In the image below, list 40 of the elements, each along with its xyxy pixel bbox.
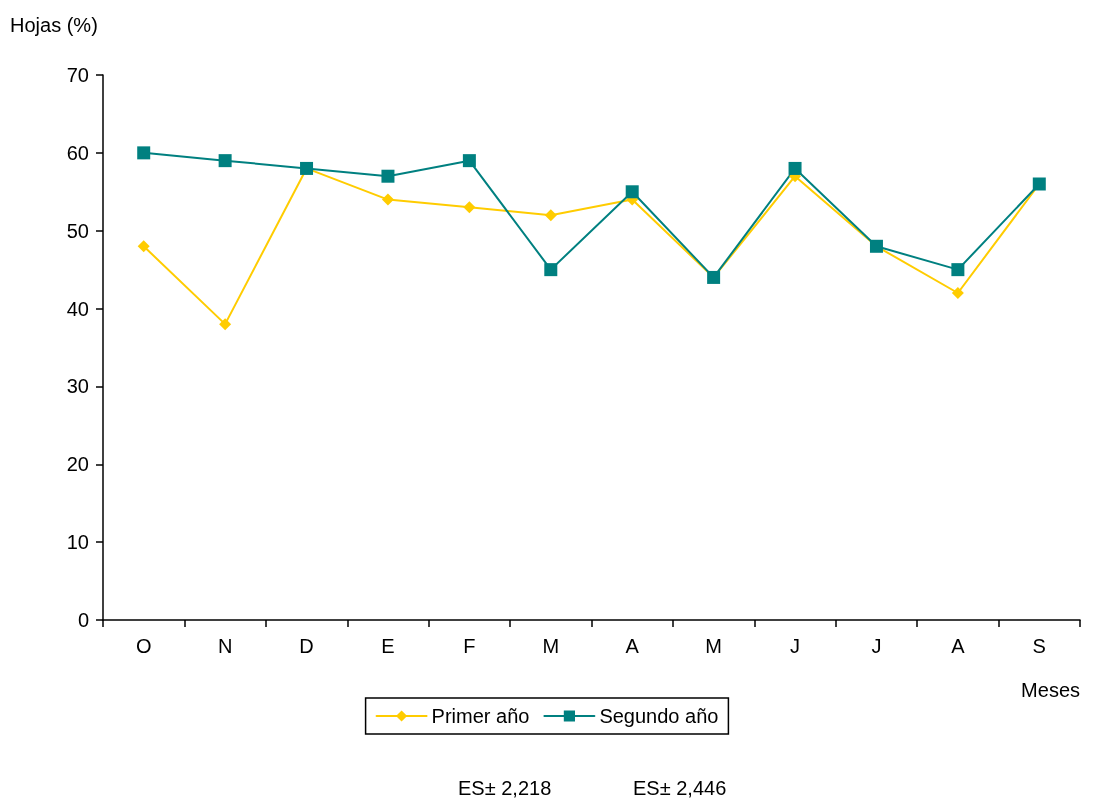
point xyxy=(625,185,639,199)
x-tick-label: M xyxy=(705,635,722,657)
y-tick-label: 30 xyxy=(66,375,89,398)
point xyxy=(219,318,232,331)
legend-label: Primer año xyxy=(431,705,530,727)
y-tick-label: 50 xyxy=(66,219,89,242)
y-tick-label: 20 xyxy=(66,453,89,476)
text: ES± 2,446 xyxy=(633,777,727,799)
y-tick-label: 0 xyxy=(77,609,89,631)
point xyxy=(544,263,558,277)
point xyxy=(951,287,964,299)
x-tick-label: A xyxy=(951,635,966,657)
x-tick-label: S xyxy=(1032,635,1046,657)
y-tick-label: 40 xyxy=(66,297,89,320)
y-tick-label: 10 xyxy=(66,531,89,554)
point xyxy=(137,240,150,253)
point xyxy=(788,161,802,175)
point xyxy=(951,263,965,277)
x-tick-label: M xyxy=(542,635,560,657)
x-tick-label: J xyxy=(871,635,882,657)
point xyxy=(544,209,557,222)
point xyxy=(218,154,232,168)
x-tick-label: J xyxy=(790,635,801,657)
x-tick-label: O xyxy=(135,635,152,657)
x-tick-label: F xyxy=(463,635,476,657)
legend-label: Segundo año xyxy=(599,705,719,727)
x-axis-title: Meses xyxy=(1021,679,1080,701)
x-tick-label: N xyxy=(217,635,233,657)
point xyxy=(381,193,394,206)
x-tick-label: A xyxy=(625,635,640,657)
point xyxy=(381,169,395,183)
y-tick-label: 70 xyxy=(66,64,89,86)
x-tick-label: D xyxy=(299,635,314,657)
point xyxy=(462,154,476,168)
point xyxy=(463,201,476,214)
point xyxy=(137,146,151,160)
y-axis-title: Hojas (%) xyxy=(10,14,98,36)
text: ES± 2,218 xyxy=(458,777,552,799)
y-tick-label: 60 xyxy=(66,141,89,164)
x-tick-label: E xyxy=(381,635,395,657)
